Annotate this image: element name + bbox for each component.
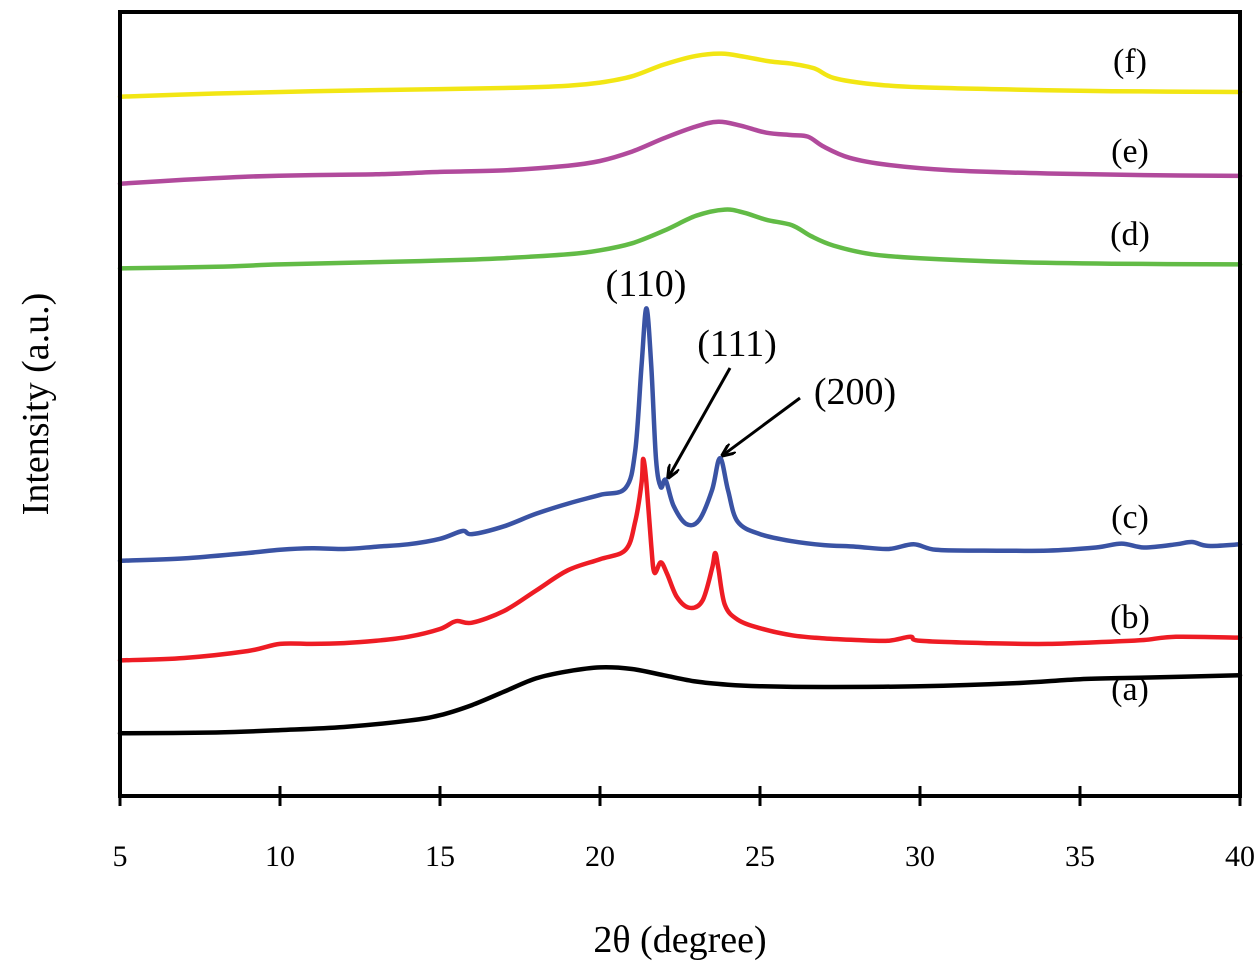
series-label-c: (c) [1111,499,1149,536]
series-label-f: (f) [1113,43,1147,80]
series-line-c [117,306,1243,564]
x-axis-ticks [118,786,1242,806]
series-line-a [117,665,1243,736]
x-tick-label-30: 30 [905,840,935,873]
x-tick-label-40: 40 [1225,840,1255,873]
x-tick-label-20: 20 [585,840,615,873]
series-line-e [117,119,1243,186]
y-axis-title: Intensity (a.u.) [15,293,57,516]
series-label-b: (b) [1110,599,1150,636]
plot-frame [118,10,1242,798]
curves-layer [117,51,1243,736]
series-label-d: (d) [1110,216,1150,253]
x-tick-label-15: 15 [425,840,455,873]
series-line-d [117,207,1243,271]
series-labels: (a) (b) (c) (d) (e) (f) [1110,43,1150,708]
series-label-a: (a) [1111,671,1149,708]
x-axis-title: 2θ (degree) [593,919,766,961]
peak-label-110: (110) [606,263,687,305]
x-axis-tick-labels: 5 10 15 20 25 30 35 40 [113,840,1256,873]
x-tick-label-25: 25 [745,840,775,873]
peak-arrow-200 [723,396,801,455]
x-tick-label-35: 35 [1065,840,1095,873]
peak-arrow-111 [669,367,732,477]
x-tick-label-10: 10 [265,840,295,873]
peak-annotations: (110)(111) (200) [606,263,896,477]
series-label-e: (e) [1111,133,1149,170]
series-line-f [117,51,1243,99]
x-tick-label-5: 5 [113,840,128,873]
peak-label-200: (200) [814,371,896,413]
peak-label-111: (111) [697,323,777,365]
series-line-b [117,456,1243,663]
